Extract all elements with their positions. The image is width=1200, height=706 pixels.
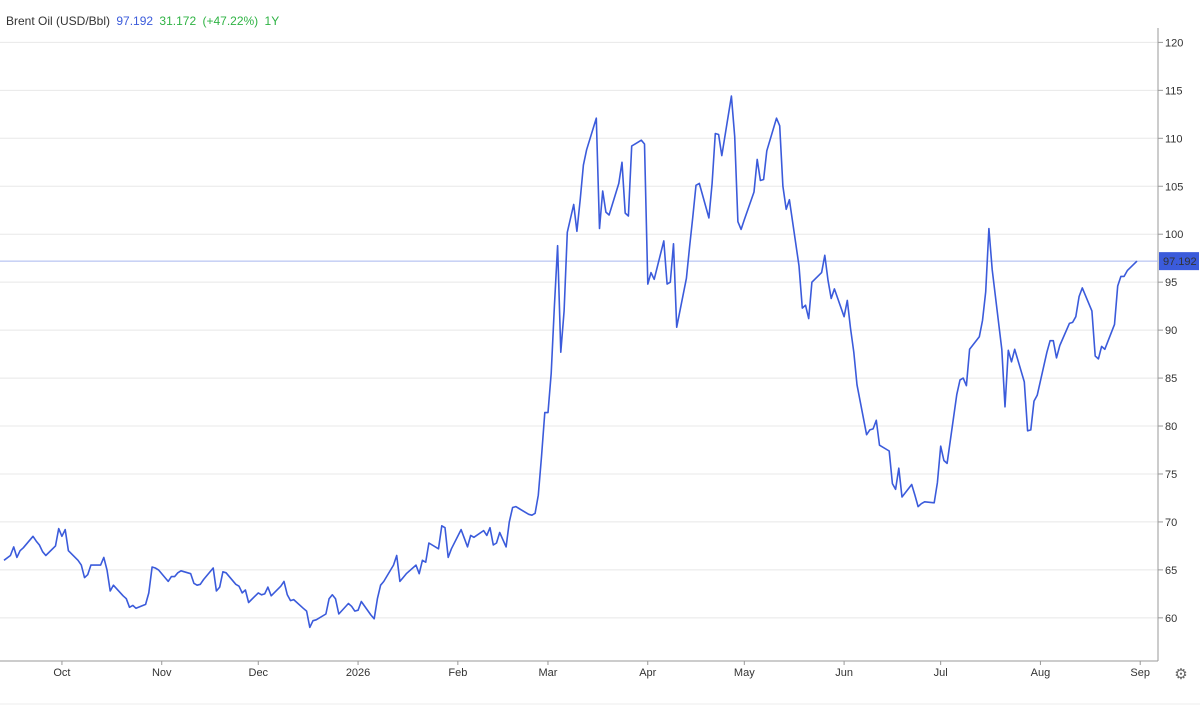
y-axis-ticks: 60 65 70 75 80 85 90 95 100 105 110 115 120	[1158, 37, 1183, 625]
x-tick-label: Oct	[53, 667, 70, 679]
x-tick-label: Jun	[835, 667, 853, 679]
instrument-name: Brent Oil (USD/Bbl)	[6, 14, 111, 28]
x-tick-label: Mar	[538, 667, 557, 679]
y-tick-label: 110	[1165, 133, 1183, 145]
y-tick-label: 95	[1165, 277, 1177, 289]
x-tick-label: Sep	[1130, 667, 1150, 679]
y-tick-label: 120	[1165, 37, 1183, 49]
y-tick-label: 85	[1165, 373, 1177, 385]
price-change: 31.172	[159, 14, 197, 28]
last-price-label: 97.192	[1163, 256, 1197, 268]
period-label[interactable]: 1Y	[264, 14, 280, 28]
x-tick-label: Apr	[639, 667, 656, 679]
y-tick-label: 105	[1165, 181, 1183, 193]
y-tick-label: 115	[1165, 85, 1183, 97]
price-series-line	[3, 95, 1138, 629]
x-tick-label: Feb	[448, 667, 467, 679]
chart-axes	[0, 28, 1200, 705]
x-tick-label: Dec	[249, 667, 269, 679]
chart-header: Brent Oil (USD/Bbl) 97.192 31.172 (+47.2…	[6, 14, 282, 28]
y-tick-label: 70	[1165, 517, 1177, 529]
y-tick-label: 75	[1165, 469, 1177, 481]
x-tick-label: Aug	[1031, 667, 1051, 679]
last-price-tag: 97.192	[1159, 252, 1199, 271]
x-tick-label: May	[734, 667, 755, 679]
x-tick-label: Jul	[934, 667, 948, 679]
price-change-percent: (+47.22%)	[202, 14, 259, 28]
x-axis-ticks: Oct Nov Dec 2026 Feb Mar Apr May Jun Jul Aug Sep	[53, 661, 1150, 679]
x-tick-label: 2026	[346, 667, 370, 679]
y-tick-label: 90	[1165, 325, 1177, 337]
y-tick-label: 65	[1165, 565, 1177, 577]
current-price: 97.192	[116, 14, 154, 28]
chart-gridlines	[0, 41, 1158, 619]
x-tick-label: Nov	[152, 667, 172, 679]
y-tick-label: 60	[1165, 613, 1177, 625]
gear-icon[interactable]: ⚙	[1174, 666, 1188, 683]
y-tick-label: 100	[1165, 229, 1183, 241]
y-tick-label: 80	[1165, 421, 1177, 433]
